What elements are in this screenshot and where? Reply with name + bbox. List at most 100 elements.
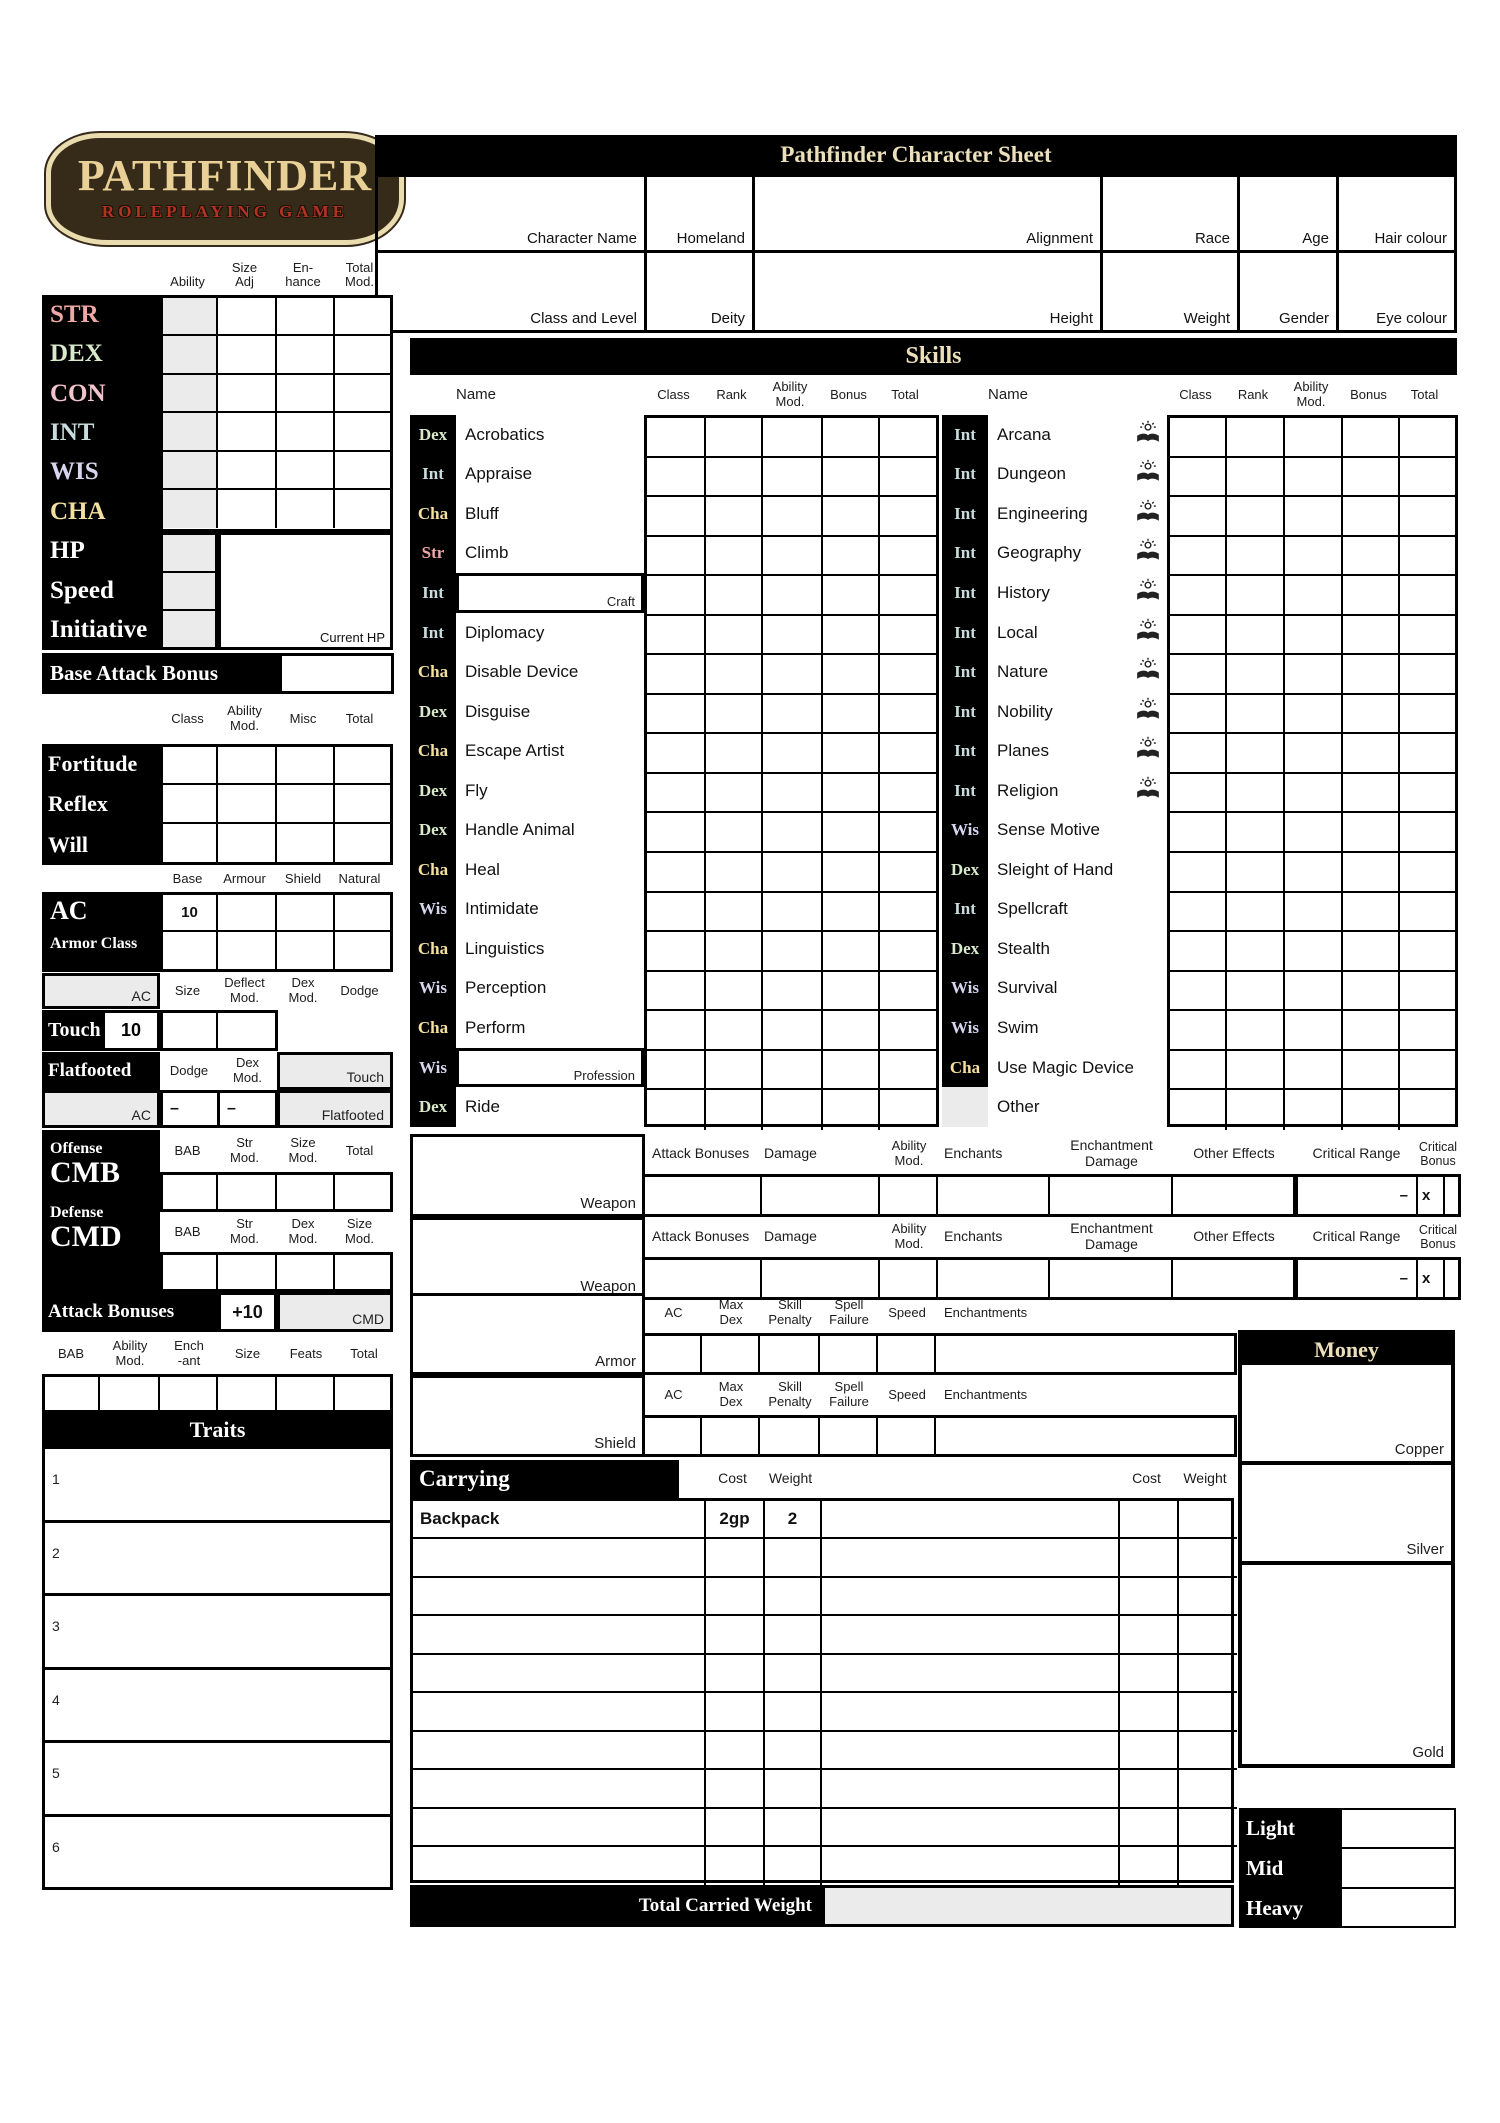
skill-rank-cell[interactable] [1227,853,1285,893]
ac-shield-cell[interactable] [277,895,335,932]
skill-total-cell[interactable] [880,1011,936,1051]
skill-total-cell[interactable] [880,616,936,656]
skill-rank-cell[interactable] [1227,418,1285,458]
skill-rank-cell[interactable] [706,497,763,537]
skill-ability-mod-cell[interactable] [1285,615,1343,656]
skill-class-cell[interactable] [1170,932,1227,972]
skill-bonus-cell[interactable] [823,1090,880,1130]
skill-bonus-cell[interactable] [1343,734,1400,774]
skill-total-cell[interactable] [1400,932,1455,972]
skill-rank-cell[interactable] [1227,1011,1285,1051]
flatfooted-ref-cell[interactable]: Flatfooted [277,1090,393,1128]
weapon-crit-bonus-cell[interactable]: x [1418,1177,1445,1214]
carrying-weight-cell[interactable] [765,1539,822,1578]
skill-bonus-cell[interactable] [1343,971,1400,1012]
skill-class-cell[interactable] [647,773,706,814]
carrying-weight-cell[interactable] [765,1846,822,1886]
carrying-cost-cell[interactable] [1120,1731,1179,1771]
carrying-item-cell[interactable] [822,1846,1120,1886]
skill-ability-mod-cell[interactable] [1285,932,1343,972]
ability-score-cell[interactable] [163,336,218,375]
skill-bonus-cell[interactable] [823,813,880,854]
enhance-cell[interactable] [277,374,335,414]
carrying-item-cell[interactable] [413,1539,706,1578]
skill-bonus-cell[interactable] [823,694,880,735]
skill-ability-mod-cell[interactable] [1285,497,1343,537]
carrying-weight-cell[interactable] [1179,1578,1237,1617]
gender-field[interactable]: Gender [1240,253,1339,330]
skill-rank-cell[interactable] [1227,615,1285,656]
skill-ability-mod-cell[interactable] [763,615,823,656]
size-adj-cell[interactable] [218,413,277,452]
carrying-weight-cell[interactable] [1179,1539,1237,1578]
skill-class-cell[interactable] [647,457,706,498]
save-misc-cell[interactable] [277,747,335,786]
homeland-field[interactable]: Homeland [647,177,755,253]
skill-class-cell[interactable] [647,536,706,577]
skill-ability-mod-cell[interactable] [763,971,823,1012]
height-field[interactable]: Height [755,253,1103,330]
skill-total-cell[interactable] [1400,853,1455,893]
weapon-crit-extra-cell[interactable] [1445,1177,1458,1214]
carrying-item-cell[interactable] [822,1808,1120,1847]
skill-bonus-cell[interactable] [1343,457,1400,498]
carrying-cost-cell[interactable] [1120,1577,1179,1617]
skill-bonus-cell[interactable] [823,1050,880,1091]
skill-bonus-cell[interactable] [1343,1011,1400,1051]
skill-total-cell[interactable] [880,497,936,537]
skill-bonus-cell[interactable] [823,971,880,1012]
carrying-item-cell[interactable] [413,1731,706,1771]
skill-class-cell[interactable] [647,576,706,616]
carrying-weight-cell[interactable] [1179,1809,1237,1847]
save-ability-mod-cell[interactable] [218,747,277,786]
skill-ability-mod-cell[interactable] [1285,576,1343,616]
skill-ability-mod-cell[interactable] [1285,734,1343,774]
skill-total-cell[interactable] [1400,576,1455,616]
carrying-cost-cell[interactable] [706,1731,765,1771]
skill-ability-mod-cell[interactable] [763,576,823,616]
gold-box[interactable]: Gold [1412,1744,1444,1761]
skill-bonus-cell[interactable] [1343,576,1400,616]
skill-ability-mod-cell[interactable] [1285,418,1343,458]
skill-class-cell[interactable] [1170,418,1227,458]
armor-spell-failure-cell[interactable] [820,1418,878,1454]
carrying-cost-cell[interactable] [706,1693,765,1732]
weapon-enchants-cell[interactable] [938,1260,1050,1297]
carrying-item-cell[interactable]: Backpack [413,1501,706,1540]
skill-ability-mod-cell[interactable] [763,1011,823,1051]
skill-bonus-cell[interactable] [823,576,880,616]
skill-bonus-cell[interactable] [1343,418,1400,458]
skill-class-cell[interactable] [1170,655,1227,695]
skill-rank-cell[interactable] [706,457,763,498]
carrying-item-cell[interactable] [413,1846,706,1886]
skill-class-cell[interactable] [647,971,706,1012]
ac-armour-cell[interactable] [218,895,277,932]
skill-bonus-cell[interactable] [1343,813,1400,854]
weapon-name-cell[interactable]: Weapon [410,1217,645,1300]
skill-rank-cell[interactable] [706,813,763,854]
carrying-cost-cell[interactable] [706,1846,765,1886]
ac-cell-4[interactable] [277,932,335,969]
skill-class-cell[interactable] [647,853,706,893]
skill-total-cell[interactable] [1400,418,1455,458]
carrying-cost-cell[interactable] [1120,1654,1179,1694]
carrying-item-cell[interactable] [822,1616,1120,1655]
skill-bonus-cell[interactable] [823,457,880,498]
hp-cell[interactable] [163,535,215,573]
armor-name-cell[interactable]: Shield [410,1375,645,1457]
cmb-str-cell[interactable] [218,1175,277,1209]
carrying-weight-cell[interactable] [765,1693,822,1732]
total-mod-cell[interactable] [335,336,390,375]
skill-ability-mod-cell[interactable] [1285,773,1343,814]
skill-total-cell[interactable] [880,853,936,893]
skill-ability-mod-cell[interactable] [1285,971,1343,1012]
armor-skill-penalty-cell[interactable] [760,1336,820,1372]
skill-rank-cell[interactable] [706,773,763,814]
skill-ability-mod-cell[interactable] [763,536,823,577]
skill-rank-cell[interactable] [1227,813,1285,854]
armor-enchantments-cell[interactable] [936,1336,1234,1372]
carrying-item-cell[interactable] [413,1616,706,1655]
armor-maxdex-cell[interactable] [702,1336,760,1372]
skill-class-cell[interactable] [647,892,706,933]
save-total-cell[interactable] [335,747,390,786]
